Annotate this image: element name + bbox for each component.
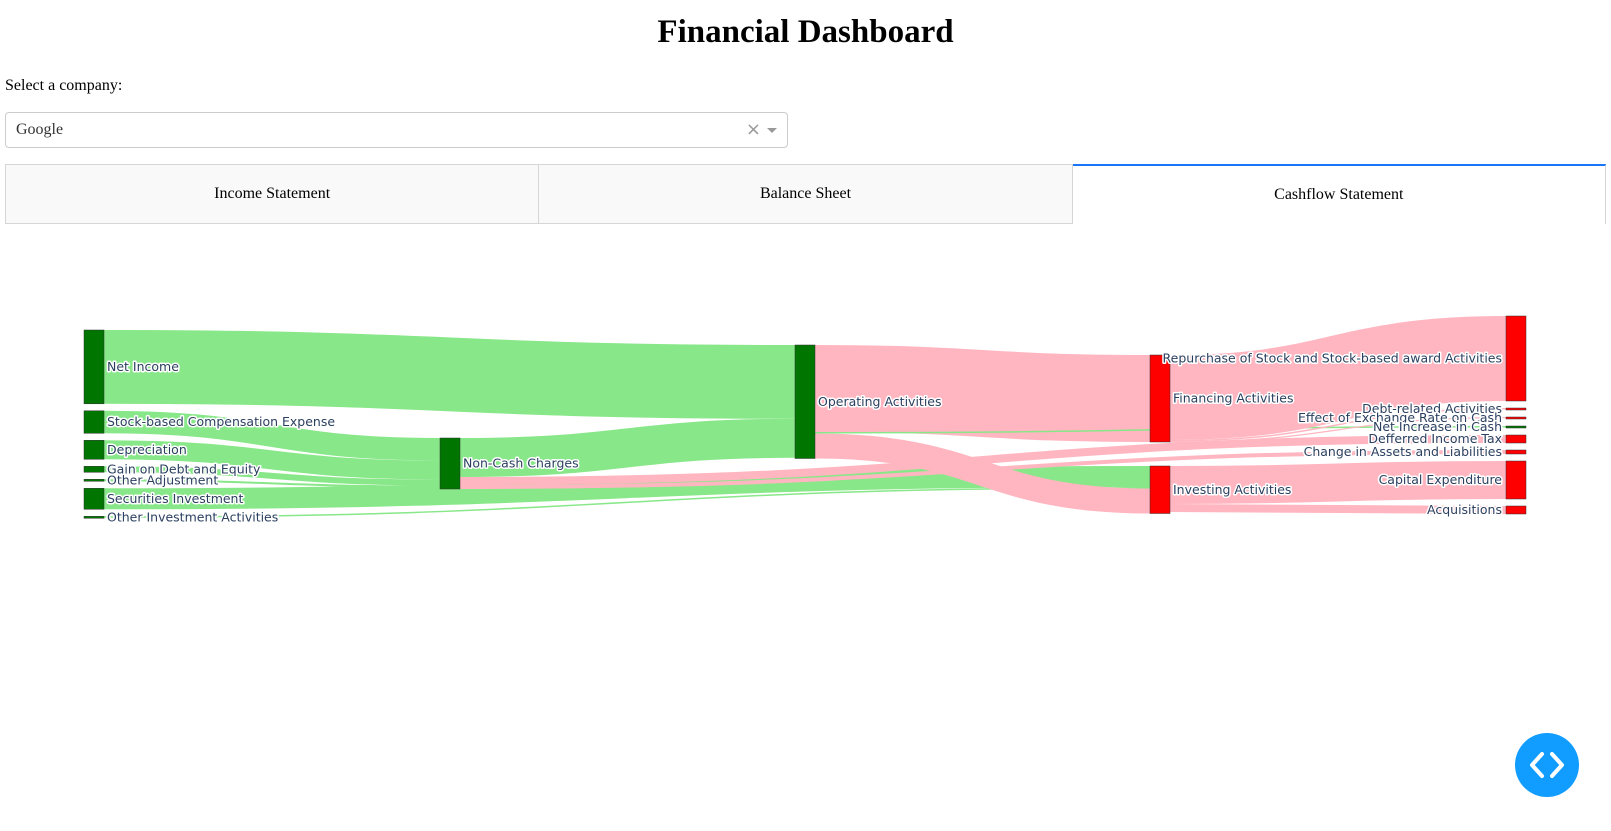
sankey-label-other_adj: Other Adjustment — [107, 472, 218, 487]
sankey-label-change_assets: Change in Assets and Liabilities — [1304, 444, 1502, 459]
sankey-node-gain_debt[interactable] — [83, 466, 105, 473]
company-dropdown[interactable]: Google × — [5, 112, 788, 148]
sankey-node-repurchase[interactable] — [1505, 315, 1527, 402]
statement-tabs: Income Statement Balance Sheet Cashflow … — [5, 164, 1606, 224]
sankey-link-non_cash-to-deferred_tax[interactable] — [459, 435, 1507, 485]
sankey-link-other_inv-to-investing[interactable] — [103, 487, 1151, 518]
sankey-label-gain_debt: Gain on Debt and Equity — [107, 461, 261, 476]
sankey-label-repurchase: Repurchase of Stock and Stock-based awar… — [1163, 351, 1502, 366]
sankey-node-net_income[interactable] — [83, 329, 105, 405]
company-select-label: Select a company: — [5, 77, 123, 94]
sankey-node-depreciation[interactable] — [83, 440, 105, 460]
sankey-label-acquisitions: Acquisitions — [1427, 502, 1502, 517]
sankey-node-other_adj[interactable] — [83, 479, 105, 482]
sankey-link-non_cash-to-operating[interactable] — [459, 418, 796, 477]
page-title: Financial Dashboard — [657, 14, 954, 50]
sankey-node-non_cash[interactable] — [439, 437, 461, 490]
sankey-link-net_income-to-operating[interactable] — [103, 330, 796, 419]
sankey-label-sbc: Stock-based Compensation Expense — [107, 414, 335, 429]
sankey-link-investing-to-acquisitions[interactable] — [1169, 504, 1507, 514]
sankey-label-depreciation: Depreciation — [107, 442, 187, 457]
sankey-node-acquisitions[interactable] — [1505, 505, 1527, 515]
chevron-down-icon[interactable] — [767, 128, 777, 133]
sankey-label-operating: Operating Activities — [818, 394, 942, 409]
sankey-label-deferred_tax: Defferred Income Tax — [1368, 431, 1502, 446]
company-dropdown-value: Google — [16, 121, 64, 138]
sankey-link-financing-to-debt_related[interactable] — [1169, 408, 1507, 442]
sankey-node-change_assets[interactable] — [1505, 449, 1527, 455]
sankey-label-net_increase: Net Increase in Cash — [1373, 419, 1502, 434]
sankey-node-capex[interactable] — [1505, 460, 1527, 500]
sankey-label-fx_effect: Effect of Exchange Rate on Cash — [1298, 410, 1502, 425]
tab-balance-sheet[interactable]: Balance Sheet — [539, 164, 1073, 224]
tab-cashflow-statement[interactable]: Cashflow Statement — [1072, 164, 1606, 224]
sankey-link-financing-to-fx_effect[interactable] — [1169, 417, 1507, 443]
sankey-link-depreciation-to-non_cash[interactable] — [103, 440, 441, 480]
sankey-link-sbc-to-non_cash[interactable] — [103, 410, 441, 461]
dev-tools-button[interactable] — [1515, 733, 1579, 797]
sankey-link-investing-to-capex[interactable] — [1169, 461, 1507, 504]
sankey-node-financing[interactable] — [1149, 354, 1171, 443]
sankey-label-net_income: Net Income — [107, 359, 179, 374]
clear-icon[interactable]: × — [745, 119, 761, 140]
sankey-node-operating[interactable] — [794, 344, 816, 459]
sankey-link-securities_inv-to-investing[interactable] — [103, 466, 1151, 510]
sankey-link-operating-to-financing[interactable] — [814, 345, 1151, 442]
sankey-label-debt_related: Debt-related Activities — [1362, 401, 1502, 416]
sankey-label-securities_inv: Securities Investment — [107, 491, 243, 506]
sankey-link-gain_debt-to-non_cash[interactable] — [103, 466, 441, 486]
sankey-link-financing-to-repurchase[interactable] — [1169, 316, 1507, 440]
sankey-node-net_increase[interactable] — [1505, 425, 1527, 429]
sankey-node-fx_effect[interactable] — [1505, 416, 1527, 420]
sankey-node-debt_related[interactable] — [1505, 407, 1527, 411]
sankey-node-deferred_tax[interactable] — [1505, 434, 1527, 444]
cashflow-sankey-chart: Net Income Stock-based Compensation Expen… — [83, 315, 1527, 526]
sankey-label-non_cash: Non-Cash Charges — [463, 456, 579, 471]
sankey-node-securities_inv[interactable] — [83, 488, 105, 510]
code-icon — [1530, 752, 1564, 778]
sankey-link-operating-to-investing[interactable] — [814, 433, 1151, 514]
sankey-label-capex: Capital Expenditure — [1379, 472, 1503, 487]
sankey-label-financing: Financing Activities — [1173, 391, 1293, 406]
sankey-label-investing: Investing Activities — [1173, 482, 1291, 497]
sankey-label-other_inv: Other Investment Activities — [107, 509, 278, 524]
tab-income-statement[interactable]: Income Statement — [5, 164, 540, 224]
sankey-node-sbc[interactable] — [83, 410, 105, 434]
sankey-node-investing[interactable] — [1149, 465, 1171, 514]
sankey-node-other_inv[interactable] — [83, 516, 105, 519]
